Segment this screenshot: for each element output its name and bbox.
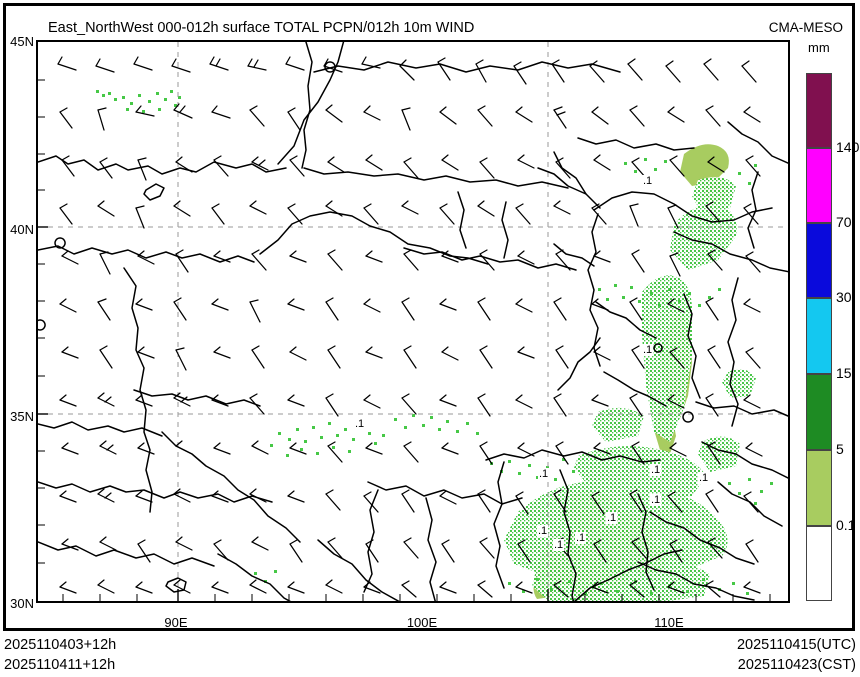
colorbar-tick-0p1: 0.1 bbox=[836, 517, 856, 533]
footer-init-time-utc: 2025110403+12h bbox=[4, 637, 117, 653]
x-tick-100e: 100E bbox=[406, 615, 438, 630]
map-plot-area[interactable]: .1 .1 .1 .1 .1 .1 .1 .1 .1 .1 .1 bbox=[36, 40, 790, 603]
contour-label: .1 bbox=[650, 494, 662, 506]
y-tick-35n: 35N bbox=[10, 409, 34, 424]
contour-label: .1 bbox=[642, 344, 654, 356]
colorbar-tick-5: 5 bbox=[836, 441, 844, 457]
contour-label: .1 bbox=[642, 175, 654, 187]
contour-label: .1 bbox=[575, 532, 587, 544]
colorbar-tick-70: 70 bbox=[836, 214, 852, 230]
contour-label: .1 bbox=[698, 472, 710, 484]
footer-valid-time-utc: 2025110415(UTC) bbox=[736, 637, 856, 653]
page-title: East_NorthWest 000-012h surface TOTAL PC… bbox=[48, 20, 475, 36]
axis-ticks bbox=[38, 79, 771, 601]
y-tick-30n: 30N bbox=[10, 596, 34, 611]
colorbar-band-below-0p1[interactable] bbox=[806, 526, 832, 601]
contour-label: .1 bbox=[537, 525, 549, 537]
model-tag: CMA-MESO bbox=[768, 20, 843, 35]
colorbar-band-30-70[interactable] bbox=[806, 223, 832, 298]
colorbar[interactable]: 140 70 30 15 5 0.1 bbox=[806, 73, 859, 601]
contour-label: .1 bbox=[538, 468, 550, 480]
colorbar-band-0p1-5[interactable] bbox=[806, 450, 832, 526]
contour-label: .1 bbox=[553, 539, 565, 551]
colorbar-unit-label: mm bbox=[808, 40, 830, 55]
y-tick-45n: 45N bbox=[10, 34, 34, 49]
precip-speckle-fringe bbox=[504, 177, 756, 601]
y-tick-40n: 40N bbox=[10, 222, 34, 237]
colorbar-band-70-140[interactable] bbox=[806, 148, 832, 223]
wind-barb-field bbox=[57, 56, 763, 598]
colorbar-band-15-30[interactable] bbox=[806, 298, 832, 374]
footer-valid-time-cst: 2025110423(CST) bbox=[737, 657, 856, 673]
map-gridlines bbox=[38, 42, 788, 601]
footer-init-time-cst: 2025110411+12h bbox=[4, 657, 116, 673]
x-tick-90e: 90E bbox=[164, 615, 188, 630]
figure-outer-border bbox=[3, 3, 855, 631]
colorbar-tick-140: 140 bbox=[836, 139, 860, 155]
colorbar-tick-15: 15 bbox=[836, 365, 852, 381]
colorbar-band-above-140[interactable] bbox=[806, 73, 832, 148]
contour-label: .1 bbox=[650, 464, 662, 476]
colorbar-band-5-15[interactable] bbox=[806, 374, 832, 450]
contour-label: .1 bbox=[354, 418, 366, 430]
x-tick-110e: 110E bbox=[654, 615, 684, 630]
map-svg bbox=[38, 42, 788, 601]
contour-label: .1 bbox=[606, 512, 618, 524]
colorbar-tick-30: 30 bbox=[836, 289, 852, 305]
